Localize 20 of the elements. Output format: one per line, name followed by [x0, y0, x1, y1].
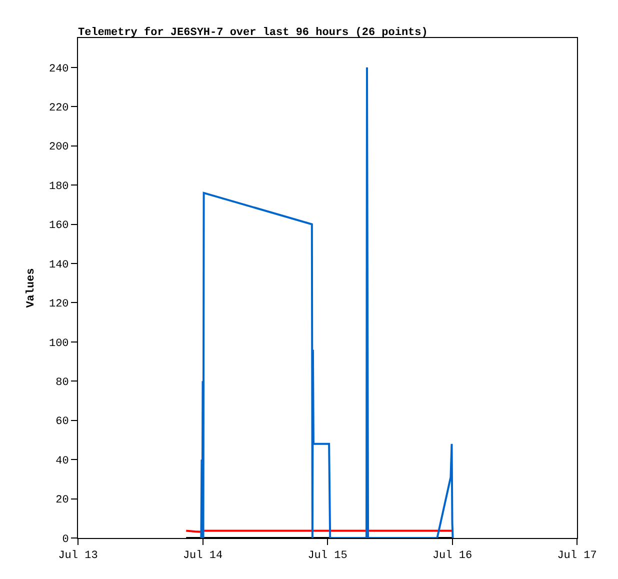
- y-tick-label: 120: [48, 298, 69, 311]
- y-tick-label: 140: [48, 259, 69, 272]
- y-tick-label: 240: [48, 63, 69, 76]
- x-tick-label: Jul 16: [432, 550, 472, 562]
- y-tick-label: 220: [48, 102, 69, 114]
- y-tick-label: 80: [56, 376, 69, 389]
- chart-title: Telemetry for JE6SYH-7 over last 96 hours (26 points): [78, 26, 428, 39]
- y-tick-label: 200: [48, 142, 69, 154]
- y-tick-label: 20: [56, 494, 69, 507]
- y-tick-label: 100: [48, 338, 69, 350]
- x-tick-label: Jul 17: [557, 550, 597, 562]
- y-axis-title: Values: [26, 268, 38, 308]
- x-tick-label: Jul 14: [182, 550, 223, 562]
- x-tick-label: Jul 15: [308, 550, 348, 562]
- x-tick-label: Jul 13: [58, 550, 98, 562]
- y-tick-label: 0: [62, 534, 69, 546]
- y-tick-label: 60: [56, 416, 69, 428]
- y-tick-label: 160: [48, 220, 69, 232]
- y-tick-label: 40: [56, 455, 69, 468]
- y-tick-label: 180: [48, 180, 69, 193]
